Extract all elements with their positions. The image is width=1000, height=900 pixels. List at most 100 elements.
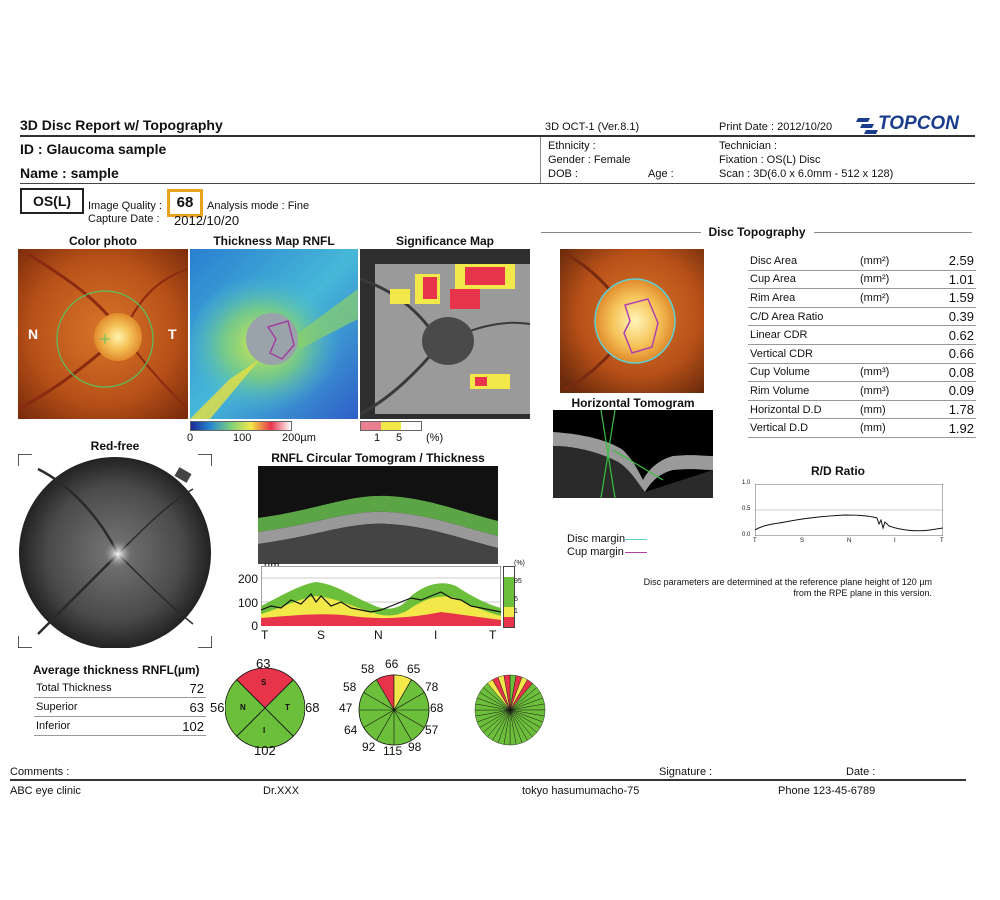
param-row: Rim Volume (mm³) 0.09	[748, 381, 976, 401]
rd-ratio-graph	[754, 483, 944, 537]
thickness-row: Inferior 102	[34, 716, 206, 736]
param-unit: (mm)	[858, 418, 922, 438]
param-unit	[858, 325, 922, 345]
significance-map	[360, 249, 530, 419]
param-name: Rim Volume	[748, 381, 858, 401]
thickness-scale-min: 0	[187, 432, 194, 444]
scan-info: Scan : 3D(6.0 x 6.0mm - 512 x 128)	[719, 168, 894, 180]
param-value: 0.66	[922, 344, 976, 364]
quadrant-top-value: 63	[256, 656, 271, 671]
red-free-image	[17, 453, 213, 649]
clock-value-4: 58	[343, 680, 357, 694]
circ-tomogram-title: RNFL Circular Tomogram / Thickness	[271, 451, 485, 465]
rnfl-y-200: 200	[237, 572, 258, 586]
thickness-row: Superior 63	[34, 697, 206, 717]
rd-y-1: 1.0	[742, 480, 751, 486]
thickness-scale-bar	[190, 421, 292, 431]
topcon-logo-mark	[856, 118, 878, 134]
param-name: Linear CDR	[748, 325, 858, 345]
clock-value-1: 58	[361, 662, 375, 676]
thickness-value: 63	[162, 697, 206, 717]
analysis-mode: Analysis mode : Fine	[207, 200, 310, 212]
red-free-title: Red-free	[90, 439, 140, 453]
param-unit: (mm²)	[858, 252, 922, 271]
param-row: Cup Area (mm²) 1.01	[748, 270, 976, 290]
param-row: Vertical D.D (mm) 1.92	[748, 418, 976, 438]
rnfl-x-i: I	[434, 628, 438, 642]
rd-ratio-title: R/D Ratio	[811, 464, 865, 478]
rnfl-thickness-graph	[260, 565, 502, 627]
quadrant-chart: S N T I	[224, 667, 306, 749]
sig-scale-pct: (%)	[426, 432, 444, 444]
date-label: Date :	[846, 766, 876, 778]
param-row: Linear CDR 0.62	[748, 325, 976, 345]
rnfl-x-n: N	[374, 628, 383, 642]
param-name: C/D Area Ratio	[748, 307, 858, 327]
param-value: 0.09	[922, 381, 976, 401]
param-value: 2.59	[922, 252, 976, 271]
device-version: 3D OCT-1 (Ver.8.1)	[545, 121, 640, 133]
rnfl-x-t1: T	[261, 628, 269, 642]
technician: Technician :	[719, 140, 778, 152]
quadrant-t: T	[285, 703, 290, 712]
color-photo-title: Color photo	[69, 234, 137, 248]
image-quality-value: 68	[167, 189, 203, 217]
rd-x-s: S	[800, 538, 805, 544]
clinic-phone: Phone 123-45-6789	[778, 785, 876, 797]
param-unit: (mm²)	[858, 270, 922, 290]
thickness-name: Total Thickness	[34, 679, 162, 698]
param-unit: (mm²)	[858, 288, 922, 308]
rnfl-pct-1: 1	[514, 608, 518, 615]
param-unit	[858, 344, 922, 364]
fixation: Fixation : OS(L) Disc	[719, 154, 821, 166]
disc-topography-photo	[560, 249, 704, 393]
quadrant-left-value: 56	[210, 700, 225, 715]
cup-margin-swatch	[625, 552, 647, 553]
clock-value-9: 57	[425, 723, 439, 737]
report-title: 3D Disc Report w/ Topography	[20, 117, 223, 133]
ethnicity: Ethnicity :	[548, 140, 596, 152]
significance-scale-bar	[360, 421, 422, 431]
clock-value-7: 68	[430, 701, 444, 715]
thickness-value: 102	[162, 716, 206, 736]
param-name: Vertical D.D	[748, 418, 858, 438]
thickness-map	[190, 249, 358, 419]
disc-topography-title: Disc Topography	[708, 225, 806, 239]
quadrant-s: S	[261, 678, 267, 687]
param-value: 1.01	[922, 270, 976, 290]
brand-text: TOPCON	[878, 113, 959, 134]
sig-scale-1: 1	[374, 432, 381, 444]
param-name: Rim Area	[748, 288, 858, 308]
clock-hour-chart	[358, 674, 430, 746]
param-unit: (mm³)	[858, 363, 922, 383]
thickness-map-title: Thickness Map RNFL	[213, 234, 335, 248]
age: Age :	[648, 168, 674, 180]
disc-margin-label: Disc margin	[567, 533, 626, 545]
significance-map-title: Significance Map	[395, 234, 495, 248]
param-name: Vertical CDR	[748, 344, 858, 364]
param-unit: (mm)	[858, 400, 922, 420]
rd-y-0: 0.0	[742, 532, 751, 538]
avg-thickness-title: Average thickness RNFL(µm)	[33, 663, 200, 677]
param-value: 0.39	[922, 307, 976, 327]
circ-tomogram-image	[258, 466, 498, 564]
clock-value-12: 98	[408, 740, 422, 754]
signature-label: Signature :	[659, 766, 713, 778]
rd-x-t1: T	[753, 538, 757, 544]
note-line-1: Disc parameters are determined at the re…	[643, 577, 932, 587]
rnfl-y-0: 0	[251, 619, 258, 633]
rnfl-pct-95: 95	[514, 578, 522, 585]
quadrant-n: N	[240, 703, 246, 712]
gender: Gender : Female	[548, 154, 631, 166]
patient-id: ID : Glaucoma sample	[20, 141, 167, 157]
disc-margin-swatch	[625, 539, 647, 540]
print-date: Print Date : 2012/10/20	[719, 121, 833, 133]
sector-36-slice	[503, 674, 511, 711]
thickness-scale-mid: 100	[233, 432, 252, 444]
image-quality-label: Image Quality :	[88, 200, 162, 212]
param-value: 0.08	[922, 363, 976, 383]
nasal-label: N	[28, 326, 39, 342]
quadrant-right-value: 68	[305, 700, 320, 715]
sig-scale-5: 5	[396, 432, 403, 444]
rnfl-pct-label: (%)	[514, 560, 525, 567]
